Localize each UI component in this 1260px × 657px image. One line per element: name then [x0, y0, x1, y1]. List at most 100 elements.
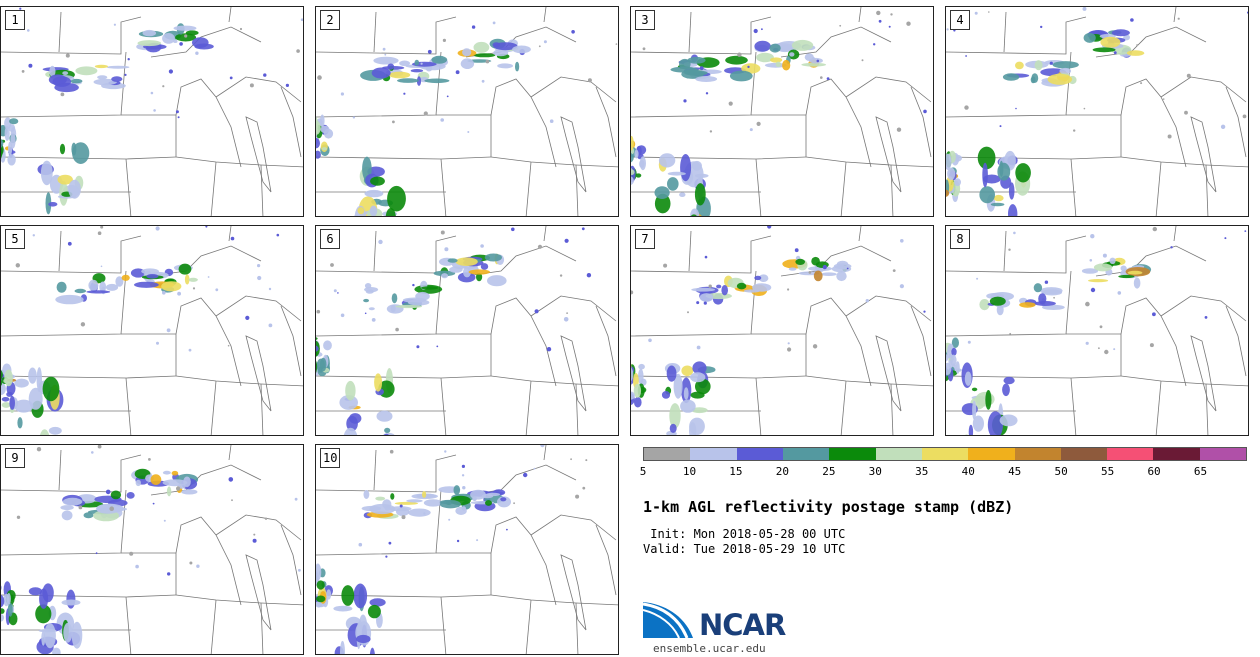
reflectivity-echo: [415, 291, 430, 301]
reflectivity-echo: [515, 61, 520, 72]
state-border: [890, 383, 894, 435]
state-border: [780, 26, 892, 58]
reflectivity-speck: [28, 63, 33, 68]
state-border: [1160, 295, 1247, 322]
panel-label: 7: [635, 229, 655, 249]
reflectivity-echo: [654, 193, 671, 214]
reflectivity-speck: [436, 345, 439, 348]
state-border: [751, 333, 807, 376]
reflectivity-echo: [493, 49, 509, 57]
reflectivity-echo: [431, 55, 448, 64]
reflectivity-echo: [1, 397, 10, 402]
reflectivity-echo: [497, 63, 513, 69]
state-border: [175, 156, 303, 168]
reflectivity-speck: [316, 309, 321, 314]
reflectivity-speck: [1244, 230, 1247, 232]
state-border: [595, 305, 617, 377]
reflectivity-echo: [9, 395, 15, 410]
reflectivity-echo: [62, 497, 83, 506]
reflectivity-echo: [1, 138, 4, 148]
reflectivity-echo: [1081, 268, 1099, 274]
reflectivity-echo: [775, 61, 782, 67]
reflectivity-speck: [587, 78, 592, 83]
reflectivity-echo: [979, 186, 995, 204]
reflectivity-echo: [7, 154, 16, 166]
reflectivity-echo: [371, 67, 391, 79]
reflectivity-speck: [923, 109, 927, 114]
reflectivity-speck: [388, 541, 392, 545]
reflectivity-speck: [188, 348, 192, 352]
reflectivity-echo: [695, 378, 711, 395]
reflectivity-speck: [1013, 231, 1016, 235]
reflectivity-echo: [363, 490, 370, 499]
reflectivity-speck: [444, 450, 447, 453]
reflectivity-echo: [638, 368, 644, 385]
reflectivity-echo: [316, 595, 326, 603]
state-border: [1003, 11, 1007, 53]
reflectivity-echo: [387, 63, 395, 70]
reflectivity-speck: [696, 301, 700, 305]
reflectivity-speck: [704, 255, 708, 259]
reflectivity-speck: [1113, 51, 1117, 55]
reflectivity-echo: [394, 501, 419, 505]
reflectivity-speck: [1224, 237, 1227, 240]
reflectivity-speck: [1184, 110, 1188, 115]
reflectivity-echo: [449, 266, 463, 273]
reflectivity-echo: [690, 372, 706, 383]
reflectivity-echo: [631, 153, 634, 163]
reflectivity-echo: [1093, 263, 1113, 272]
reflectivity-speck: [787, 347, 792, 352]
reflectivity-echo: [455, 257, 478, 266]
reflectivity-echo: [954, 178, 961, 187]
reflectivity-speck: [1242, 114, 1247, 119]
reflectivity-speck: [964, 105, 969, 110]
state-border: [1225, 86, 1247, 158]
reflectivity-speck: [648, 338, 652, 343]
state-border: [175, 516, 242, 606]
state-border: [175, 297, 242, 387]
reflectivity-echo: [689, 417, 705, 435]
reflectivity-echo: [57, 174, 73, 185]
reflectivity-echo: [754, 275, 762, 281]
reflectivity-speck: [687, 311, 689, 314]
state-border: [280, 86, 302, 158]
reflectivity-echo: [955, 361, 960, 374]
colorbar-swatch: [1153, 448, 1200, 460]
state-border: [890, 164, 894, 216]
state-border: [280, 524, 302, 596]
reflectivity-echo: [990, 202, 1005, 207]
reflectivity-speck: [988, 11, 990, 13]
state-border: [1120, 375, 1248, 387]
reflectivity-echo: [1008, 182, 1015, 200]
reflectivity-echo: [141, 268, 160, 275]
state-border: [1070, 377, 1077, 435]
reflectivity-echo: [343, 427, 358, 435]
reflectivity-echo: [1015, 163, 1031, 183]
reflectivity-echo: [364, 189, 384, 198]
colorbar-swatch: [1199, 448, 1247, 460]
reflectivity-echo: [687, 56, 706, 64]
state-border: [245, 116, 272, 193]
reflectivity-echo: [789, 52, 795, 57]
reflectivity-speck: [642, 47, 646, 51]
reflectivity-echo: [1109, 257, 1116, 264]
state-border: [845, 295, 932, 322]
state-border: [1120, 297, 1187, 387]
reflectivity-echo: [341, 585, 355, 606]
reflectivity-echo: [416, 76, 422, 86]
state-border: [1120, 156, 1248, 168]
reflectivity-echo: [424, 78, 450, 84]
state-border: [1173, 226, 1177, 242]
reflectivity-echo: [1040, 287, 1063, 295]
reflectivity-speck: [511, 227, 515, 232]
reflectivity-speck: [523, 472, 528, 478]
reflectivity-echo: [345, 380, 356, 401]
reflectivity-speck: [176, 486, 181, 491]
reflectivity-speck: [91, 451, 94, 454]
reflectivity-speck: [749, 128, 753, 132]
reflectivity-echo: [1127, 270, 1143, 275]
panel-label: 4: [950, 10, 970, 30]
reflectivity-echo: [56, 281, 67, 293]
reflectivity-echo: [4, 126, 10, 141]
reflectivity-echo: [66, 589, 76, 609]
